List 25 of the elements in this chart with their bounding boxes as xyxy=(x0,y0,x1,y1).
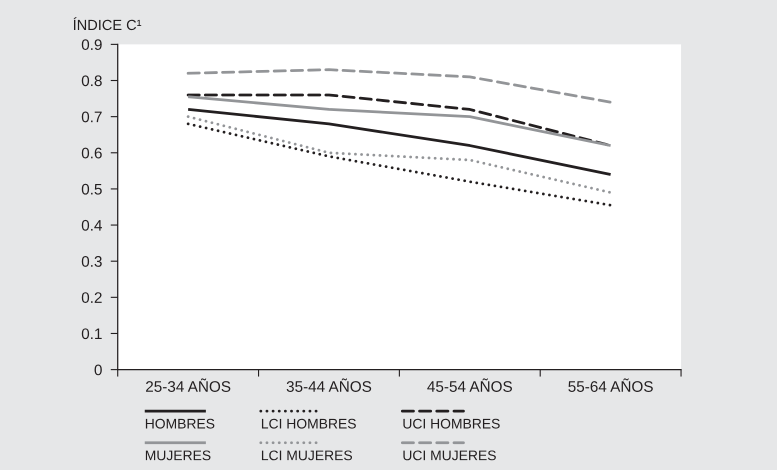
legend-label: HOMBRES xyxy=(146,418,214,429)
y-tick-label: 0.2 xyxy=(82,292,102,304)
legend-label: UCI MUJERES xyxy=(403,450,496,460)
x-tick-label: 35-44 AÑOS xyxy=(286,378,372,392)
y-tick-label: 0.1 xyxy=(82,328,102,340)
legend-label: LCI HOMBRES xyxy=(262,418,356,429)
x-tick-label: 45-54 AÑOS xyxy=(427,378,512,392)
y-tick-label: 0 xyxy=(94,364,102,376)
legend-label: MUJERES xyxy=(146,450,210,460)
x-tick-label: 25-34 AÑOS xyxy=(146,378,230,392)
y-tick-label: 0.3 xyxy=(82,256,102,267)
line-series xyxy=(186,115,612,194)
y-tick-label: 0.4 xyxy=(82,220,102,231)
y-tick-label: 0.9 xyxy=(82,39,102,50)
legend-label: UCI HOMBRES xyxy=(403,418,500,429)
line-series xyxy=(186,68,612,104)
y-tick-label: 0.8 xyxy=(82,75,102,86)
y-tick-label: 0.5 xyxy=(82,184,102,195)
line-series xyxy=(186,108,612,176)
y-axis-title: ÍNDICE C¹ xyxy=(74,17,142,30)
x-tick-label: 55-64 AÑOS xyxy=(568,378,653,392)
line-series xyxy=(186,122,612,207)
y-tick-label: 0.7 xyxy=(82,112,102,122)
legend-label: LCI MUJERES xyxy=(262,450,352,460)
y-tick-label: 0.6 xyxy=(82,148,102,158)
